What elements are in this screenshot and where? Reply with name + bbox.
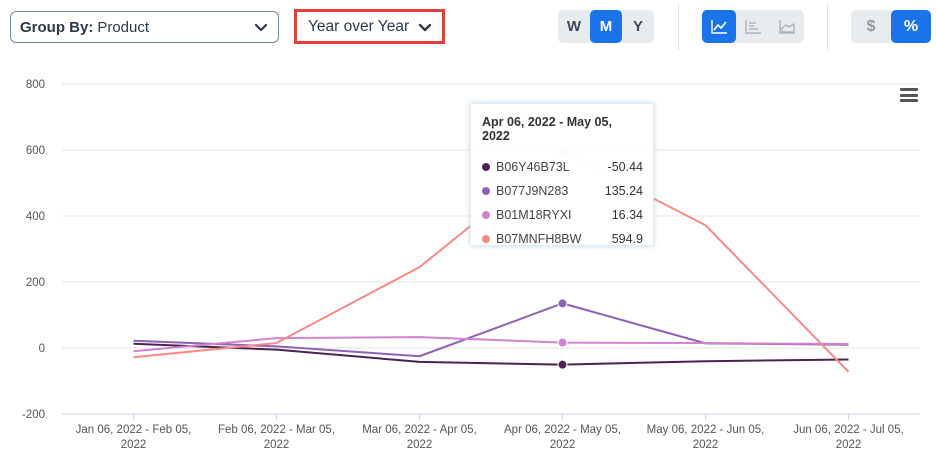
area-chart-button[interactable] — [770, 10, 804, 43]
y-tick-label: 400 — [26, 211, 45, 223]
area-chart-icon — [779, 19, 795, 34]
line-chart-button[interactable] — [702, 10, 736, 43]
year-button[interactable]: Y — [632, 18, 643, 35]
y-tick-label: 600 — [26, 145, 45, 157]
x-tick-label: Jun 06, 2022 - Jul 05, 2022 — [793, 424, 904, 451]
line-chart: -200 0 200 400 600 800 Jan 06, 2022 - Feb 05, 2… — [22, 79, 920, 451]
week-button[interactable]: W — [566, 18, 582, 35]
x-tick-label: May 06, 2022 - Jun 05, 2022 — [647, 424, 765, 451]
tooltip-series-value: 16.34 — [611, 208, 643, 222]
chart-menu-icon[interactable] — [900, 88, 918, 102]
toolbar-divider — [827, 4, 828, 50]
x-tick-label: Apr 06, 2022 - May 05, 2022 — [504, 424, 621, 451]
chart-tooltip: Apr 06, 2022 - May 05, 2022 B06Y46B73L -… — [470, 103, 654, 246]
tooltip-series-value: 135.24 — [604, 184, 643, 198]
line-chart-icon — [711, 19, 727, 34]
tooltip-row: B06Y46B73L -50.44 — [482, 155, 643, 179]
period-value: Year over Year — [308, 17, 410, 35]
tooltip-row: B07MNFH8BW 594.9 — [482, 227, 643, 251]
series-color-dot — [482, 187, 490, 195]
series-line-B01M18RYXI — [133, 336, 849, 353]
tooltip-series-value: -50.44 — [607, 160, 643, 174]
toolbar: Group By: Product Year over Year W M Y — [0, 0, 936, 56]
series-color-dot — [482, 235, 490, 243]
percent-button[interactable]: % — [891, 10, 931, 43]
data-point-B06Y46B73L — [557, 359, 568, 370]
tooltip-series-value: 594.9 — [611, 232, 643, 246]
period-select[interactable]: Year over Year — [294, 9, 445, 44]
series-line-B06Y46B73L — [133, 342, 849, 366]
chart-type-toggle — [702, 10, 804, 43]
tooltip-row: B01M18RYXI 16.34 — [482, 203, 643, 227]
tooltip-series-name: B077J9N283 — [496, 184, 569, 198]
group-by-select[interactable]: Group By: Product — [10, 11, 279, 43]
tooltip-row: B077J9N283 135.24 — [482, 179, 643, 203]
toolbar-divider — [678, 4, 679, 50]
dollar-button[interactable]: $ — [866, 17, 876, 35]
unit-toggle: $ % — [851, 10, 931, 43]
series-color-dot — [482, 211, 490, 219]
y-tick-label: -200 — [22, 409, 45, 421]
data-point-B01M18RYXI — [557, 337, 568, 348]
tooltip-series-name: B07MNFH8BW — [496, 232, 582, 246]
chevron-down-icon — [418, 23, 432, 32]
x-tick-label: Feb 06, 2022 - Mar 05, 2022 — [218, 424, 335, 451]
time-granularity-toggle: W M Y — [558, 10, 654, 43]
y-tick-label: 200 — [26, 277, 45, 289]
chevron-down-icon — [254, 23, 268, 32]
y-tick-label: 0 — [39, 343, 45, 355]
group-by-label: Group By: — [20, 18, 94, 36]
series-color-dot — [482, 163, 490, 171]
y-tick-label: 800 — [26, 79, 45, 91]
x-tick-label: Jan 06, 2022 - Feb 05, 2022 — [76, 424, 192, 451]
x-tick-label: Mar 06, 2022 - Apr 05, 2022 — [362, 424, 476, 451]
bar-chart-icon — [745, 19, 761, 34]
bar-chart-button[interactable] — [736, 10, 770, 43]
group-by-value: Product — [97, 18, 150, 36]
month-button[interactable]: M — [590, 10, 622, 43]
tooltip-series-name: B06Y46B73L — [496, 160, 570, 174]
tooltip-series-name: B01M18RYXI — [496, 208, 572, 222]
data-point-B077J9N283 — [557, 298, 568, 309]
tooltip-title: Apr 06, 2022 - May 05, 2022 — [482, 115, 612, 143]
